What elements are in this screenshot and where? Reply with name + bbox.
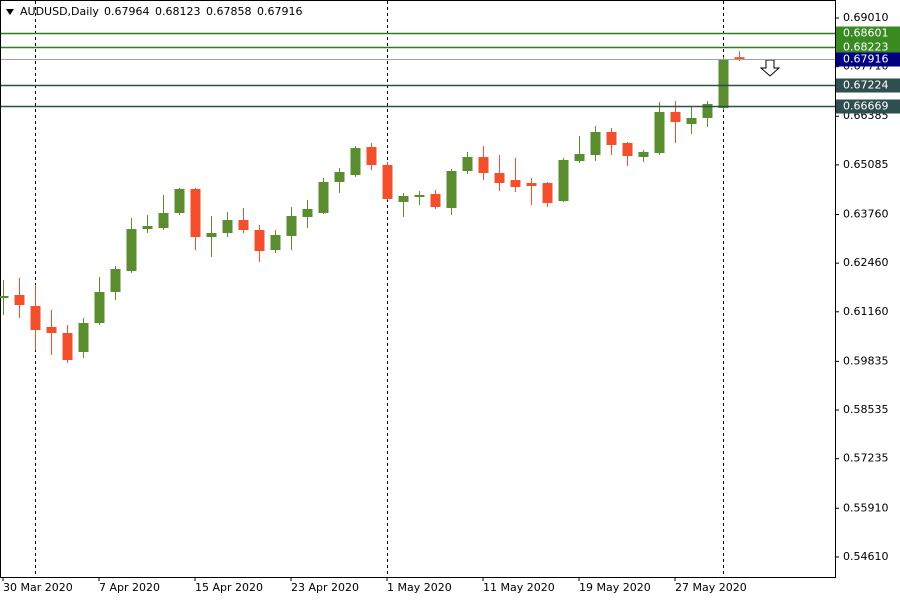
candle-body <box>286 216 297 237</box>
candle-body <box>350 148 361 176</box>
x-tick-label: 19 May 2020 <box>579 581 651 594</box>
candle-body <box>526 183 537 187</box>
candle-body <box>638 151 649 158</box>
candle-body <box>206 233 217 238</box>
candle-body <box>430 194 441 208</box>
symbol: AUDUSD,Daily <box>20 5 99 18</box>
price-label: 0.67916 <box>843 53 889 66</box>
level-label-box <box>836 40 900 55</box>
candle-body <box>302 208 313 217</box>
level-label: 0.66669 <box>843 100 889 113</box>
y-tick-label: 0.57235 <box>843 452 889 465</box>
header-high: 0.68123 <box>155 5 201 18</box>
x-tick-label: 27 May 2020 <box>675 581 747 594</box>
level-label-box <box>836 99 900 114</box>
candle-body <box>334 172 345 183</box>
candle-body <box>94 291 105 324</box>
x-tick-label: 7 Apr 2020 <box>99 581 160 594</box>
candle-body <box>494 173 505 184</box>
candle-body <box>590 132 601 156</box>
candle-body <box>478 157 489 174</box>
candle-body <box>126 229 137 272</box>
x-tick-label: 15 Apr 2020 <box>195 581 263 594</box>
candle-body <box>30 305 41 331</box>
y-tick-label: 0.54610 <box>843 550 889 563</box>
header-open: 0.67964 <box>104 5 150 18</box>
plot-area <box>0 0 836 578</box>
x-tick-label: 30 Mar 2020 <box>3 581 73 594</box>
candle-body <box>142 226 153 230</box>
y-tick-label: 0.59835 <box>843 354 889 367</box>
candle-body <box>78 323 89 352</box>
candle-body <box>606 132 617 145</box>
candle-body <box>46 326 57 334</box>
candle-body <box>414 194 425 198</box>
level-label-box <box>836 78 900 93</box>
candle-body <box>654 112 665 153</box>
candle-body <box>510 180 521 188</box>
candle-body <box>718 58 729 109</box>
candle-body <box>0 296 9 299</box>
y-tick-label: 0.62460 <box>843 256 889 269</box>
candle-body <box>190 189 201 238</box>
candle-body <box>462 157 473 172</box>
y-tick-label: 0.61160 <box>843 305 889 318</box>
candle-body <box>686 118 697 124</box>
y-tick-label: 0.63760 <box>843 207 889 220</box>
x-tick-label: 1 May 2020 <box>387 581 452 594</box>
candle-body <box>158 212 169 229</box>
candle-body <box>318 182 329 213</box>
candle-body <box>670 112 681 123</box>
candle-body <box>174 189 185 213</box>
level-label: 0.68601 <box>843 27 889 40</box>
menu-triangle <box>6 9 14 15</box>
y-tick-label: 0.58535 <box>843 403 889 416</box>
x-tick-label: 11 May 2020 <box>483 581 555 594</box>
candle-body <box>702 104 713 119</box>
y-tick-label: 0.55910 <box>843 501 889 514</box>
header: AUDUSD,Daily 0.67964 0.68123 0.67858 0.6… <box>6 5 303 18</box>
candle-body <box>574 154 585 162</box>
level-label: 0.68223 <box>843 41 889 54</box>
level-label-box <box>836 26 900 41</box>
candle-body <box>222 219 233 234</box>
header-low: 0.67858 <box>206 5 252 18</box>
candle-body <box>366 147 377 166</box>
candle-body <box>110 269 121 292</box>
candle-body <box>238 219 249 231</box>
candle-body <box>398 196 409 202</box>
price-label-box <box>836 52 900 67</box>
level-label: 0.67224 <box>843 79 889 92</box>
candle-body <box>622 143 633 156</box>
x-tick-label: 23 Apr 2020 <box>291 581 359 594</box>
candle-body <box>254 230 265 252</box>
candle-body <box>542 183 553 203</box>
header-close: 0.67916 <box>257 5 303 18</box>
candle-body <box>382 165 393 199</box>
sell-arrow <box>759 59 781 77</box>
candle-body <box>270 234 281 251</box>
y-tick-label: 0.69010 <box>843 11 889 24</box>
y-tick-label: 0.65085 <box>843 158 889 171</box>
candle-body <box>734 57 745 59</box>
candle-body <box>558 159 569 202</box>
candle-body <box>446 171 457 209</box>
candle-body <box>14 294 25 306</box>
candle-body <box>62 333 73 361</box>
